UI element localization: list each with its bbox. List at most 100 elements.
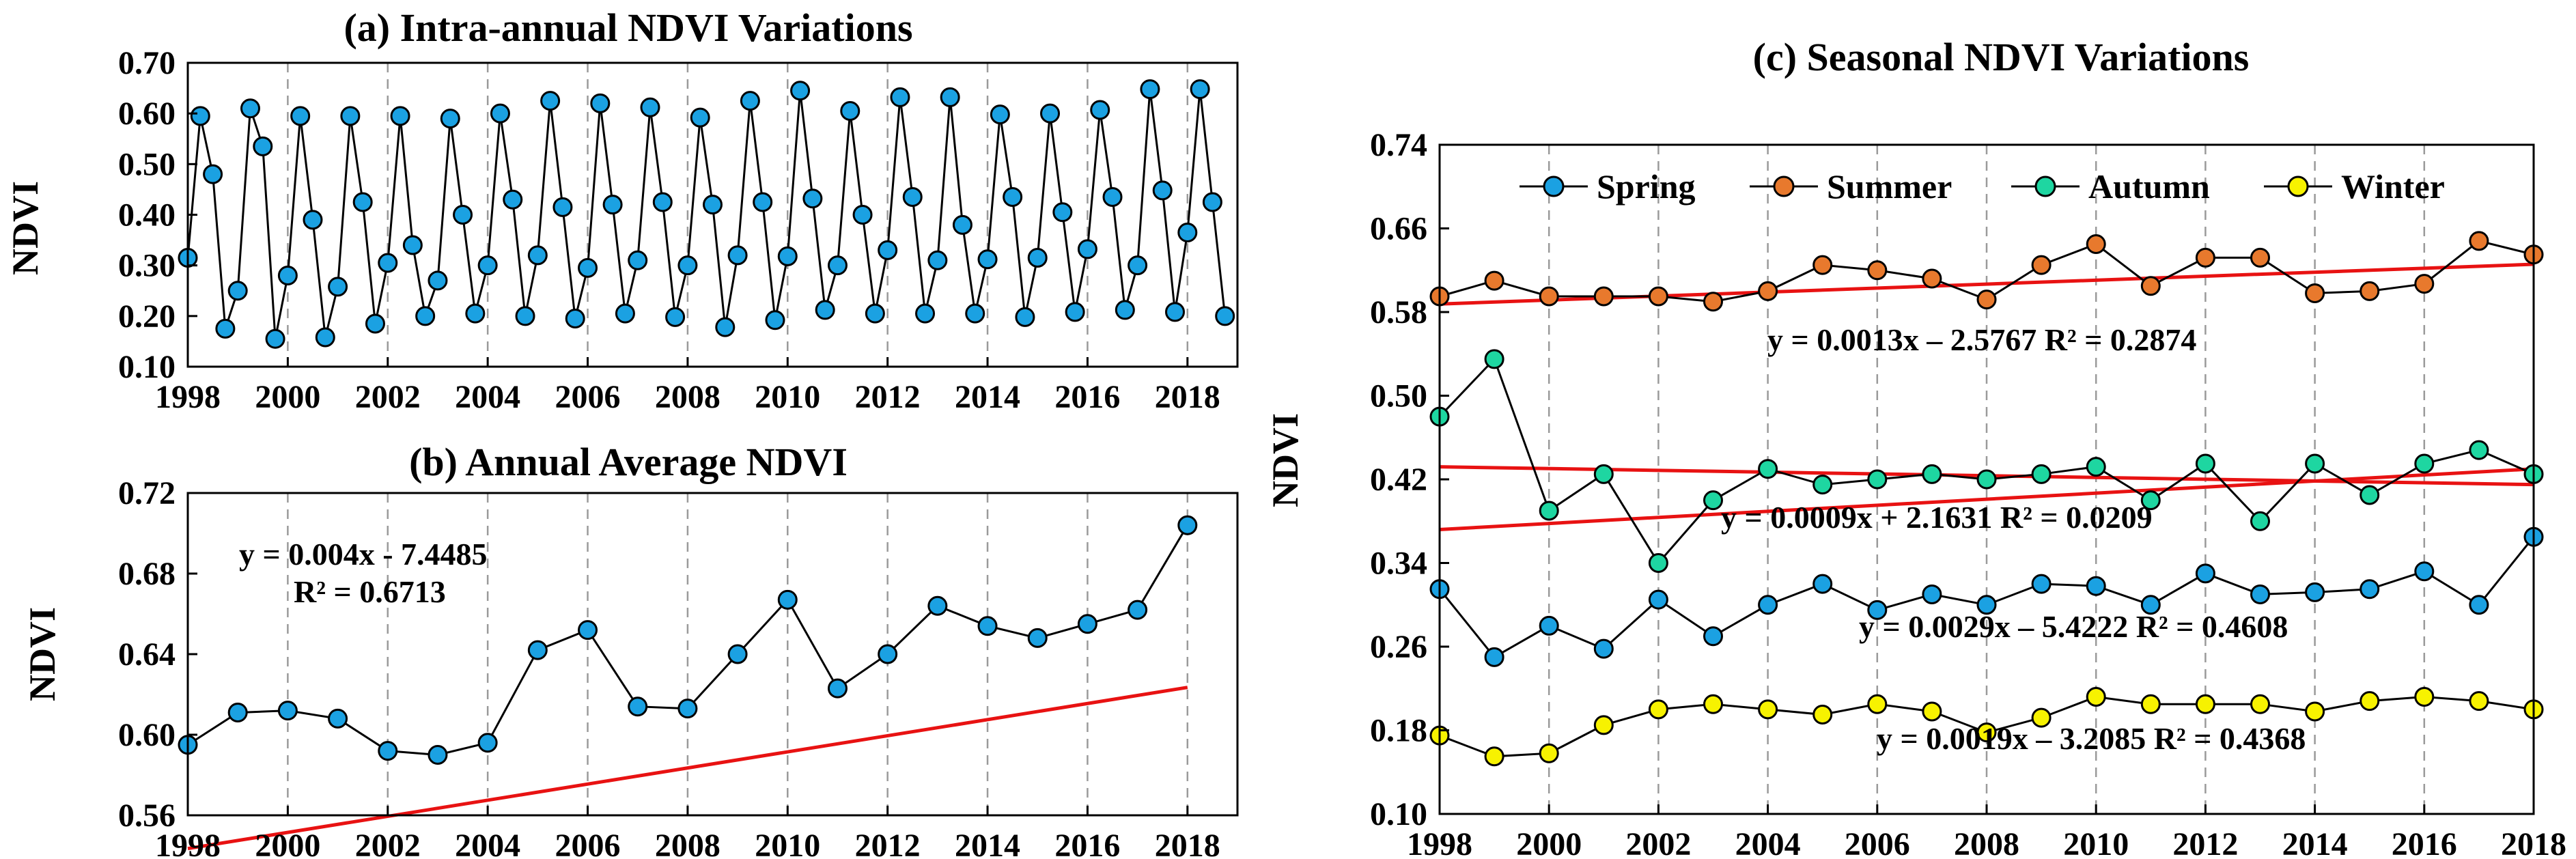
point-a-seasonal-71 [1065, 302, 1085, 322]
point-c-spring-16 [2305, 582, 2325, 602]
tick-label-b-y-3: 0.68 [118, 556, 176, 592]
point-b-annual-7 [527, 640, 548, 660]
panel-a-title: (a) Intra-annual NDVI Variations [344, 5, 912, 50]
point-c-summer-16 [2305, 283, 2325, 303]
point-a-seasonal-8 [277, 266, 298, 285]
point-c-autumn-18 [2414, 453, 2435, 474]
point-a-seasonal-63 [965, 303, 985, 324]
point-a-seasonal-21 [440, 109, 460, 129]
point-a-seasonal-29 [540, 91, 561, 111]
point-a-seasonal-7 [265, 328, 285, 349]
point-c-summer-4 [1648, 286, 1668, 307]
point-b-annual-10 [677, 699, 698, 719]
point-a-seasonal-20 [428, 270, 448, 291]
point-b-annual-1 [227, 703, 248, 723]
legend-spring-marker [1543, 175, 1565, 197]
point-c-spring-17 [2360, 579, 2380, 600]
panel-a-gridlines [287, 63, 1189, 367]
point-a-seasonal-19 [415, 306, 436, 326]
point-a-seasonal-46 [753, 192, 773, 212]
point-c-winter-1 [1484, 746, 1504, 767]
point-c-spring-14 [2195, 563, 2215, 584]
point-c-winter-14 [2195, 694, 2215, 714]
tick-label-c-x-7: 2012 [2172, 826, 2238, 859]
point-b-annual-16 [977, 616, 998, 636]
point-c-summer-8 [1867, 260, 1888, 281]
point-a-seasonal-12 [328, 277, 348, 297]
point-c-autumn-10 [1976, 469, 1997, 490]
point-a-seasonal-32 [578, 257, 598, 278]
point-c-autumn-15 [2250, 511, 2270, 531]
point-c-autumn-17 [2360, 485, 2380, 505]
point-a-seasonal-1 [190, 106, 210, 126]
tick-label-c-x-6: 2010 [2063, 826, 2129, 859]
tick-label-c-x-10: 2018 [2501, 826, 2566, 859]
tick-label-c-y-5: 0.50 [1370, 378, 1427, 414]
tick-label-c-y-6: 0.58 [1370, 294, 1427, 330]
panel-c-equation-summer: y = 0.0013x – 2.5767 R² = 0.2874 [1767, 322, 2196, 357]
point-a-seasonal-75 [1115, 300, 1135, 320]
tick-label-b-x-0: 1998 [155, 828, 221, 859]
panel-c-seasonal: (c) Seasonal NDVI Variations NDVI 1998 20… [1265, 35, 2566, 859]
point-a-seasonal-41 [690, 107, 710, 128]
point-a-seasonal-17 [390, 106, 410, 126]
point-c-summer-1 [1484, 270, 1504, 291]
point-c-summer-10 [1976, 290, 1997, 310]
tick-label-b-x-5: 2008 [655, 828, 720, 859]
point-a-seasonal-47 [765, 310, 785, 330]
panel-c-equation-autumn: y = 0.0009x + 2.1631 R² = 0.0209 [1721, 500, 2153, 535]
point-a-seasonal-27 [515, 306, 535, 326]
point-a-seasonal-44 [727, 245, 748, 266]
point-a-seasonal-43 [715, 317, 736, 337]
legend-item-autumn: Autumn [2011, 167, 2210, 206]
panel-a-ticks: 1998 2000 2002 2004 2006 2008 2010 2012 2014 2016… [118, 45, 1220, 415]
point-a-seasonal-54 [852, 205, 873, 225]
point-a-seasonal-34 [602, 195, 623, 215]
point-c-winter-18 [2414, 687, 2435, 707]
point-c-autumn-8 [1867, 469, 1888, 490]
tick-label-a-x-5: 2008 [655, 379, 720, 415]
point-a-seasonal-16 [378, 253, 398, 273]
point-c-winter-11 [2031, 707, 2052, 728]
point-a-seasonal-67 [1015, 307, 1035, 327]
point-a-seasonal-10 [303, 210, 323, 230]
point-a-seasonal-57 [890, 87, 910, 107]
point-c-spring-6 [1758, 595, 1778, 615]
tick-label-a-x-1: 2000 [255, 379, 320, 415]
tick-label-a-x-9: 2016 [1054, 379, 1120, 415]
point-a-seasonal-35 [615, 303, 635, 324]
point-a-seasonal-49 [790, 81, 811, 101]
point-b-annual-11 [727, 644, 748, 664]
panel-b-r-squared: R² = 0.6713 [294, 574, 446, 609]
tick-label-c-x-5: 2008 [1954, 826, 2019, 859]
tick-label-a-x-0: 1998 [155, 379, 221, 415]
point-c-spring-8 [1867, 600, 1888, 620]
tick-label-a-x-4: 2006 [555, 379, 621, 415]
panel-b-ticks: 1998 2000 2002 2004 2006 2008 2010 2012 2014 2016… [118, 475, 1220, 859]
tick-label-a-y-2: 0.30 [118, 248, 176, 284]
tick-label-b-x-8: 2014 [955, 828, 1020, 859]
point-a-seasonal-31 [565, 309, 585, 329]
tick-label-b-y-1: 0.60 [118, 717, 176, 753]
point-a-seasonal-77 [1140, 79, 1160, 100]
point-c-winter-2 [1539, 743, 1559, 763]
point-c-summer-18 [2414, 274, 2435, 294]
point-c-autumn-13 [2140, 490, 2161, 511]
point-b-annual-4 [378, 741, 398, 761]
point-c-winter-17 [2360, 691, 2380, 712]
point-a-seasonal-65 [990, 104, 1010, 125]
tick-label-c-y-3: 0.34 [1370, 546, 1427, 582]
tick-label-a-x-10: 2018 [1155, 379, 1220, 415]
tick-label-a-x-2: 2002 [355, 379, 421, 415]
point-a-seasonal-4 [227, 281, 248, 301]
tick-label-a-x-7: 2012 [855, 379, 921, 415]
point-c-winter-6 [1758, 699, 1778, 720]
tick-label-c-y-7: 0.66 [1370, 211, 1427, 247]
point-c-winter-8 [1867, 694, 1888, 714]
panel-b-y-axis-label: NDVI [22, 607, 63, 701]
point-c-autumn-14 [2195, 453, 2215, 474]
legend-winter-label: Winter [2341, 167, 2445, 206]
point-c-spring-18 [2414, 561, 2435, 582]
legend-item-spring: Spring [1520, 167, 1696, 206]
tick-label-a-x-8: 2014 [955, 379, 1020, 415]
